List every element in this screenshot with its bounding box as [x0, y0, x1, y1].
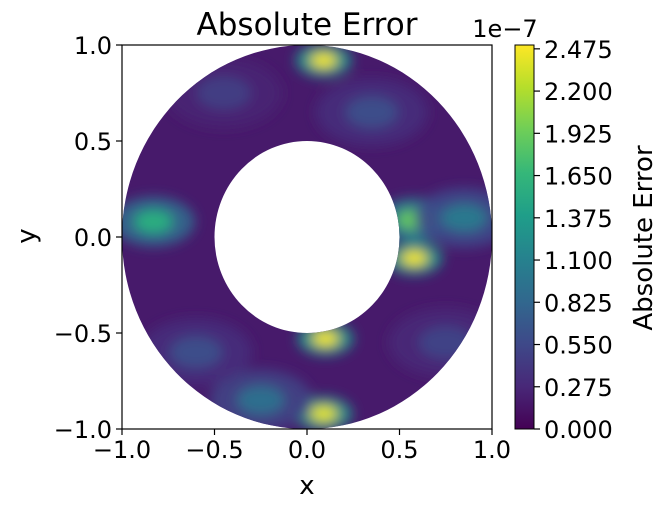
- y-axis-label: y: [12, 228, 42, 243]
- y-tick-label: 1.0: [74, 32, 112, 60]
- x-tick-label: −0.5: [185, 436, 243, 464]
- x-tick-label: 1.0: [473, 436, 511, 464]
- colorbar-multiplier: 1e−7: [472, 15, 537, 43]
- colorbar-tick-label: 0.275: [544, 374, 613, 402]
- colorbar-tick-label: 1.650: [544, 163, 613, 191]
- plot-area: −1.0 −0.5 0.0 0.5 1.0 −1.0 −0.5 0.0 0.5 1.0: [54, 32, 511, 464]
- hotspot-point: [236, 385, 285, 415]
- colorbar-label: Absolute Error: [629, 145, 659, 331]
- colorbar: 0.000 0.275 0.550 0.825 1.100 1.375 1.650 1.925…: [472, 15, 659, 444]
- colorbar-tick-label: 0.000: [544, 416, 613, 444]
- hotspot-point: [401, 250, 428, 267]
- colorbar-tick-label: 0.825: [544, 289, 613, 317]
- colorbar-tick-label: 1.100: [544, 247, 613, 275]
- colorbar-tick-label: 1.925: [544, 120, 613, 148]
- hotspot-point: [196, 76, 251, 110]
- hotspot-point: [169, 336, 223, 368]
- chart-title: Absolute Error: [197, 7, 418, 43]
- hotspot-point: [418, 326, 473, 359]
- y-tick-label: −0.5: [54, 320, 112, 348]
- x-ticks: −1.0 −0.5 0.0 0.5 1.0: [93, 429, 511, 464]
- y-tick-label: 0.5: [74, 128, 112, 156]
- colorbar-tick-label: 1.375: [544, 205, 613, 233]
- hotspot-point: [133, 209, 173, 234]
- hotspot-point: [312, 330, 339, 347]
- x-axis-label: x: [299, 471, 314, 501]
- y-ticks: −1.0 −0.5 0.0 0.5 1.0: [54, 32, 122, 444]
- colorbar-tick-label: 2.475: [544, 36, 613, 64]
- x-tick-label: −1.0: [93, 436, 151, 464]
- y-tick-label: −1.0: [54, 416, 112, 444]
- hotspot-point: [440, 203, 488, 232]
- colorbar-tick-label: 2.200: [544, 78, 613, 106]
- hotspot-point: [345, 96, 398, 128]
- colorbar-tick-label: 0.550: [544, 332, 613, 360]
- colorbar-ticks: 0.000 0.275 0.550 0.825 1.100 1.375 1.650 1.925…: [534, 36, 613, 444]
- colorbar-gradient: [514, 44, 535, 430]
- y-tick-label: 0.0: [74, 224, 112, 252]
- x-tick-label: 0.5: [380, 436, 418, 464]
- hotspot-point: [310, 405, 338, 422]
- hotspot-point: [310, 52, 337, 69]
- x-tick-label: 0.0: [288, 436, 326, 464]
